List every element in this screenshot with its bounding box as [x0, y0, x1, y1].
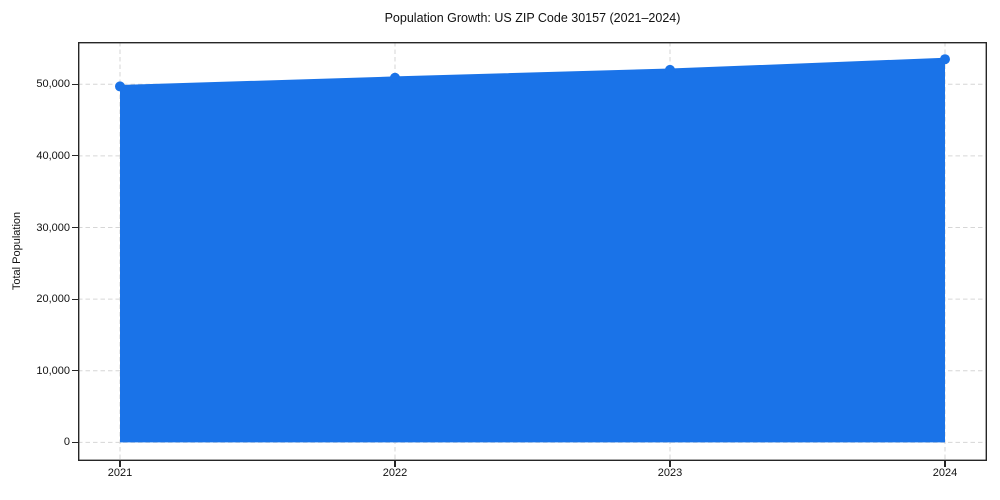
y-tick-label: 0 — [63, 436, 70, 449]
x-tick-mark — [394, 461, 396, 467]
y-tick-label: 10,000 — [36, 364, 70, 377]
y-tick-label: 30,000 — [36, 221, 70, 234]
x-tick-label: 2024 — [932, 467, 958, 479]
x-tick-label: 2022 — [382, 467, 408, 479]
data-point-marker — [665, 64, 675, 75]
y-tick-label: 40,000 — [36, 149, 70, 162]
y-tick-mark — [72, 155, 78, 157]
x-tick-mark — [944, 461, 946, 467]
x-tick-label: 2023 — [657, 467, 683, 479]
data-line — [118, 57, 947, 88]
x-tick-mark — [119, 461, 121, 467]
line-area-plot — [78, 42, 987, 461]
y-tick-mark — [72, 83, 78, 85]
area-fill — [120, 59, 945, 443]
data-point-marker — [115, 81, 125, 92]
y-tick-mark — [72, 370, 78, 372]
plot-area — [78, 42, 987, 461]
data-point-marker — [390, 72, 400, 83]
x-tick-label: 2021 — [107, 467, 133, 479]
plot-frame — [78, 42, 987, 461]
y-tick-mark — [72, 441, 78, 443]
chart-title: Population Growth: US ZIP Code 30157 (20… — [384, 11, 681, 25]
y-tick-mark — [72, 298, 78, 300]
y-tick-label: 20,000 — [36, 293, 70, 306]
data-point-marker — [940, 54, 950, 65]
y-tick-label: 50,000 — [36, 78, 70, 91]
y-tick-mark — [72, 226, 78, 229]
x-tick-mark — [669, 461, 671, 467]
